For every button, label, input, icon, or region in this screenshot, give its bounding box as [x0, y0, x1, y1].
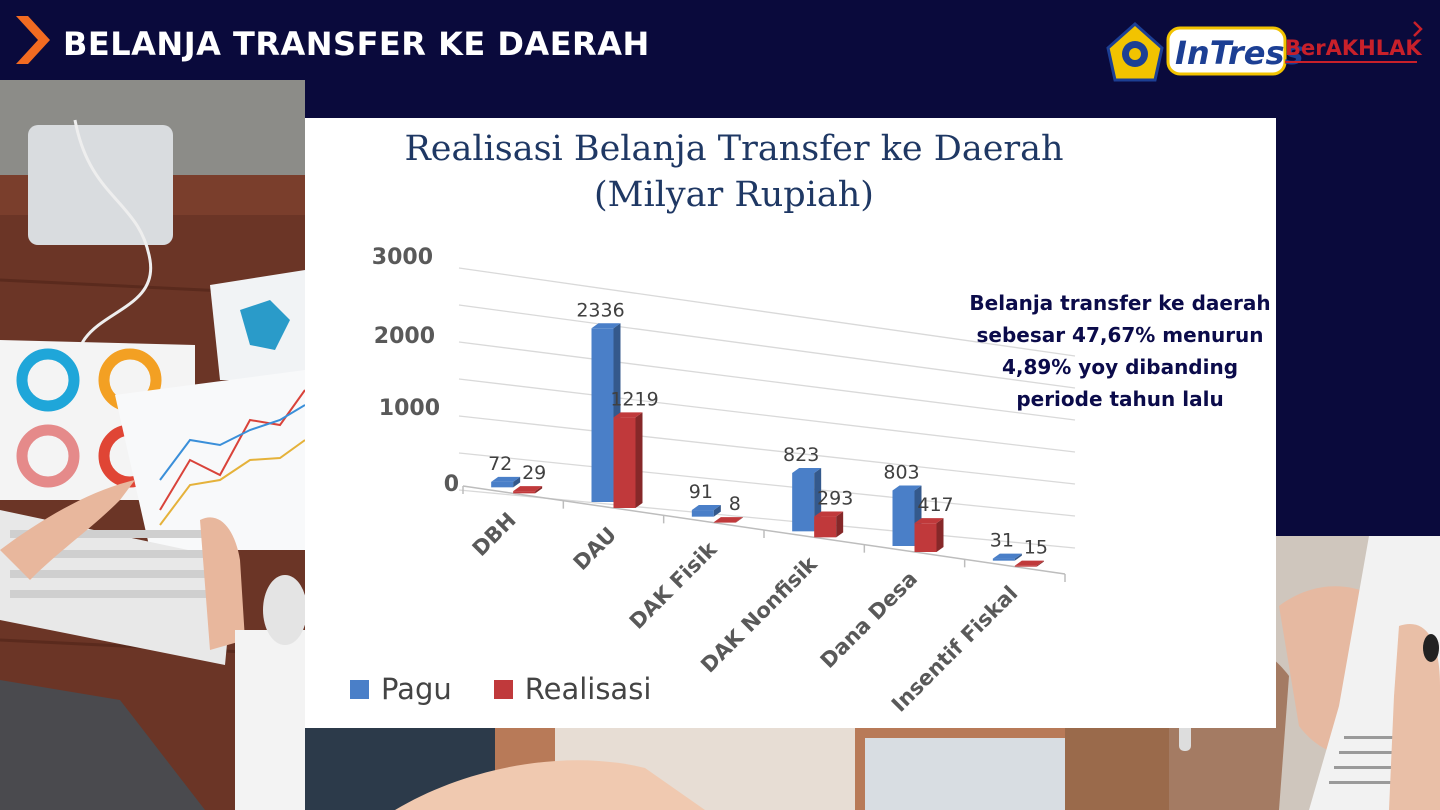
data-label: 417 — [917, 494, 953, 516]
gridline — [458, 304, 1076, 389]
x-tick-label: Dana Desa — [816, 567, 922, 673]
x-tick-label: Insentif Fiskal — [887, 581, 1022, 716]
y-tick-label: 2000 — [374, 324, 435, 349]
data-label: 8 — [729, 493, 741, 515]
gridline — [458, 452, 1076, 517]
bar-top — [713, 517, 743, 523]
gridline — [458, 415, 1076, 485]
x-tick-label: DAU — [569, 523, 621, 575]
bar-realisasi-5 — [1014, 565, 1037, 567]
chart-card: Realisasi Belanja Transfer ke Daerah (Mi… — [305, 118, 1276, 728]
page-title: BELANJA TRANSFER KE DAERAH — [63, 25, 650, 63]
bar-side — [1036, 560, 1044, 567]
y-tick-label: 3000 — [372, 245, 433, 270]
data-label: 823 — [783, 444, 819, 466]
data-label: 15 — [1024, 537, 1048, 559]
bar-side — [713, 505, 721, 517]
data-label: 31 — [990, 530, 1014, 552]
bar-side — [1014, 553, 1022, 561]
data-label: 803 — [883, 461, 919, 483]
legend-item-pagu: Pagu — [350, 672, 452, 706]
gridline — [458, 267, 1076, 357]
bar-side — [735, 517, 743, 523]
svg-text:InTress: InTress — [1175, 34, 1304, 72]
bar-realisasi-1 — [613, 417, 636, 508]
bar-top — [613, 412, 643, 418]
bar-top — [513, 486, 543, 492]
gridline — [458, 378, 1076, 453]
annotation-line: Belanja transfer ke daerah — [969, 291, 1271, 315]
data-label: 72 — [488, 453, 512, 475]
bar-realisasi-0 — [513, 491, 536, 494]
chart-title-line1: Realisasi Belanja Transfer ke Daerah — [404, 129, 1064, 169]
bar-top — [814, 511, 844, 517]
bar-top — [992, 553, 1022, 559]
y-tick-label: 1000 — [379, 396, 440, 421]
bar-top — [691, 505, 721, 511]
bar-pagu-2 — [691, 510, 714, 517]
annotation-line: 4,89% yoy dibanding — [1001, 355, 1239, 379]
data-label: 29 — [522, 462, 546, 484]
bar-side — [513, 476, 521, 488]
bar-pagu-1 — [591, 328, 614, 502]
chevron-right-icon — [16, 16, 50, 64]
data-label: 293 — [817, 488, 853, 510]
data-label: 2336 — [576, 299, 624, 321]
bar-pagu-0 — [491, 481, 514, 488]
gridline — [458, 341, 1076, 421]
data-label: 91 — [689, 481, 713, 503]
bar-side — [635, 412, 643, 508]
x-tick-label: DBH — [468, 508, 521, 561]
bar-side — [535, 486, 543, 494]
bar-realisasi-3 — [814, 516, 837, 538]
x-tick-label: DAK Fisik — [625, 537, 722, 634]
bar-top — [892, 485, 922, 491]
intress-logo-icon: InTress — [1166, 26, 1304, 76]
annotation-line: periode tahun lalu — [1016, 387, 1224, 411]
data-label: 1219 — [610, 388, 658, 410]
chart-legend: Pagu Realisasi — [350, 672, 693, 706]
y-tick-label: 0 — [444, 472, 459, 497]
chart-title: Realisasi Belanja Transfer ke Daerah (Mi… — [305, 126, 1163, 218]
legend-item-realisasi: Realisasi — [493, 672, 652, 706]
annotation-line: sebesar 47,67% menurun — [976, 323, 1264, 347]
legend-swatch-realisasi — [493, 679, 513, 699]
bar-realisasi-4 — [914, 523, 937, 552]
bar-pagu-4 — [892, 490, 915, 546]
berakhlak-logo-icon: BerAKHLAK — [1285, 36, 1422, 63]
bar-chart-3d: 0 1000 2000 3000 72 29 DBH 2336 1219 DAU 91 8 DAK Fi… — [372, 245, 1076, 717]
kemenkeu-logo-icon — [1106, 21, 1164, 82]
svg-text:BerAKHLAK: BerAKHLAK — [1285, 36, 1422, 60]
bar-top — [914, 518, 944, 524]
bar-pagu-3 — [792, 472, 815, 532]
desk-bottom-photo — [305, 728, 1170, 810]
bar-side — [836, 511, 844, 538]
bar-top — [792, 467, 822, 473]
chart-annotation: Belanja transfer ke daerah sebesar 47,67… — [955, 287, 1285, 415]
legend-label-pagu: Pagu — [381, 672, 452, 706]
logo-group: InTress BerAKHLAK — [1106, 21, 1423, 82]
chart-title-line2: (Milyar Rupiah) — [594, 175, 874, 215]
bar-side — [936, 518, 944, 552]
office-desk-photo — [0, 80, 305, 810]
x-tick-label: DAK Nonfisik — [696, 551, 822, 677]
legend-label-realisasi: Realisasi — [524, 672, 652, 706]
bar-top — [491, 476, 521, 482]
bar-realisasi-2 — [713, 522, 736, 523]
bar-top — [1014, 560, 1044, 566]
bar-pagu-5 — [992, 558, 1015, 561]
bar-top — [591, 323, 621, 329]
legend-swatch-pagu — [350, 679, 369, 699]
